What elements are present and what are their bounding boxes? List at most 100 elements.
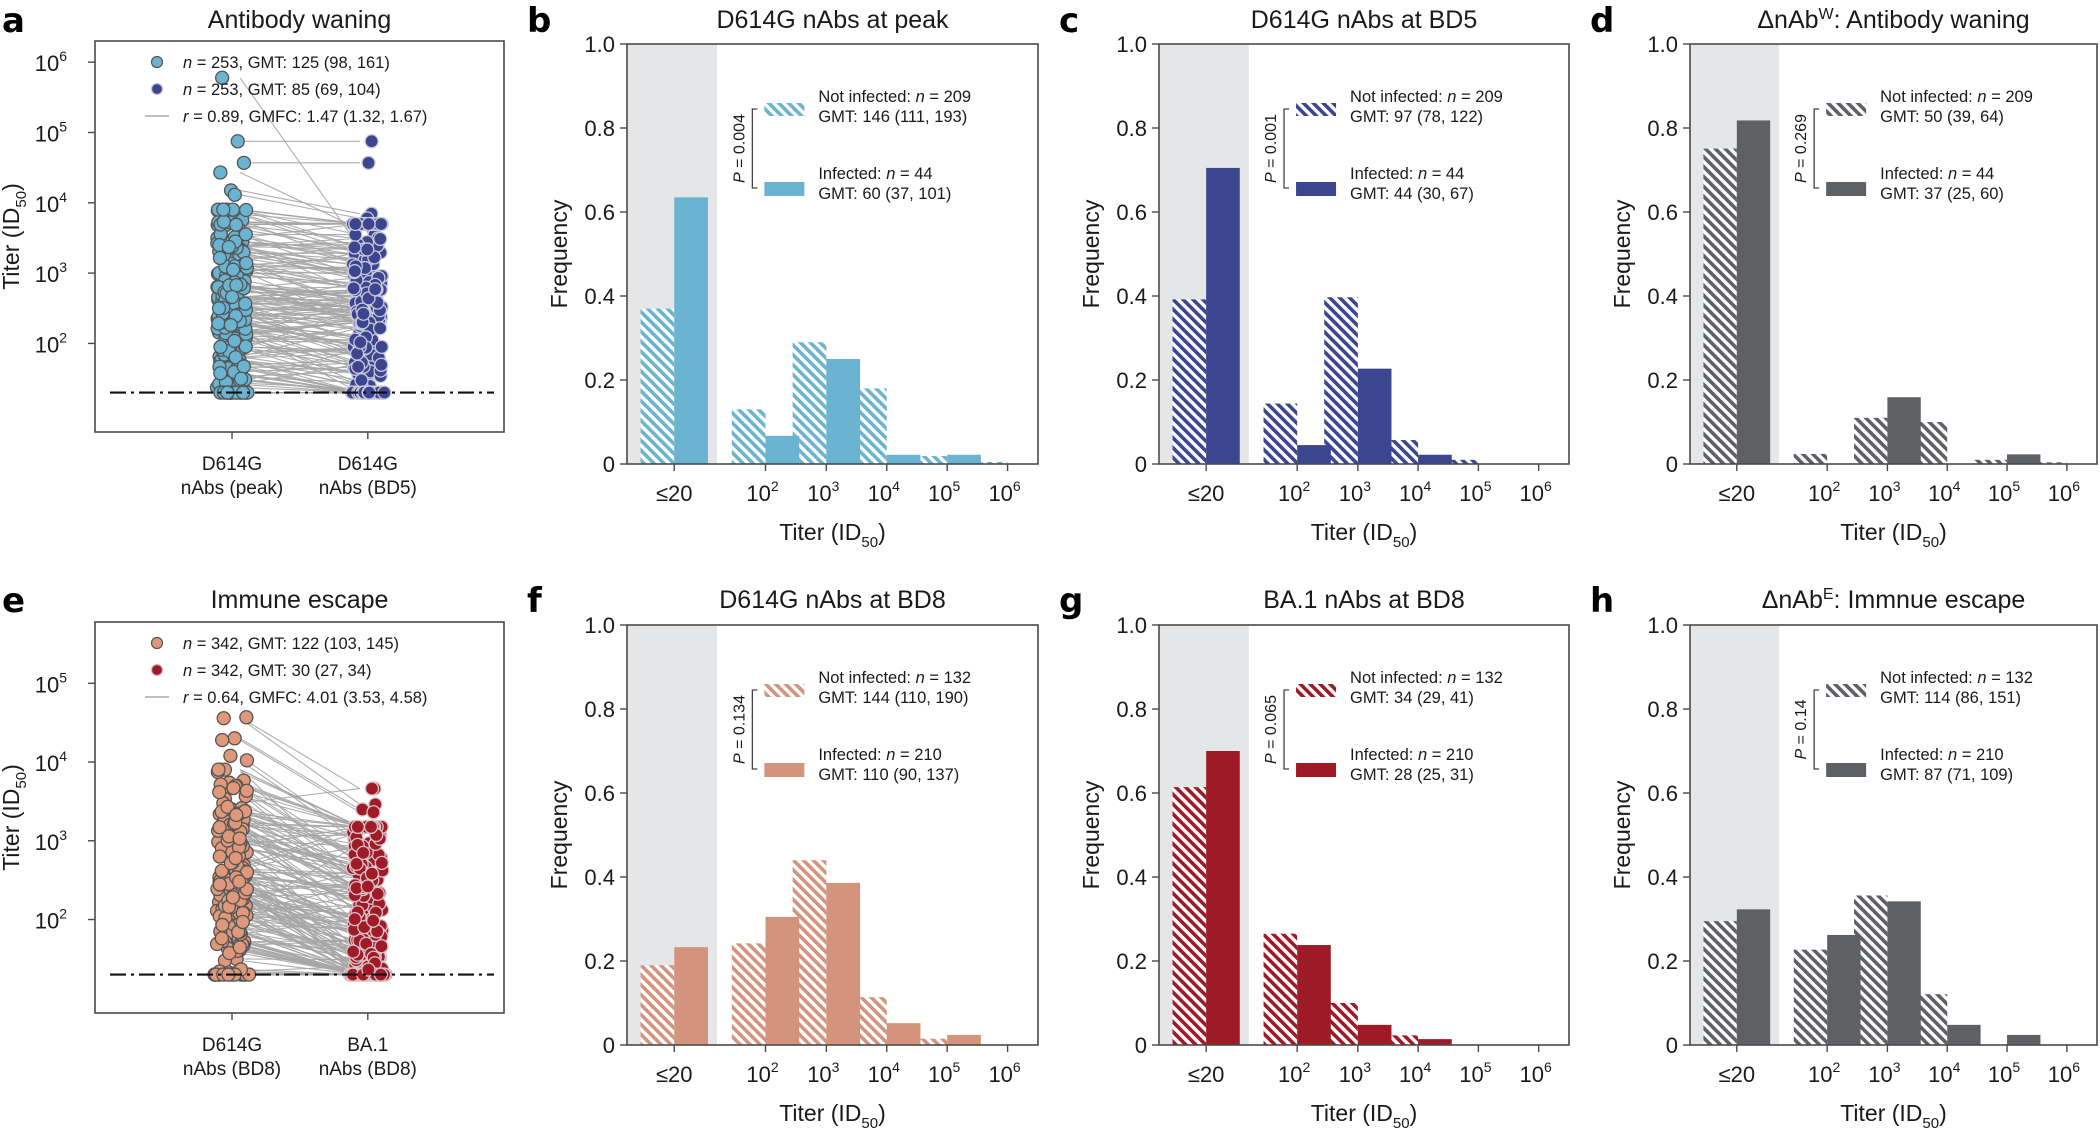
y-tick-label: 0.4 <box>1647 284 1678 309</box>
data-point <box>223 748 238 763</box>
points-1 <box>344 134 392 400</box>
pair-line <box>239 885 360 918</box>
y-tick-label: 0.4 <box>584 865 615 890</box>
legend-n-symbol: n <box>886 746 895 764</box>
y-tick-label: 102 <box>35 906 67 934</box>
title-superscript: E <box>1823 586 1834 603</box>
points-1 <box>342 781 393 982</box>
bar-infected <box>2007 454 2041 464</box>
pair-line <box>239 277 360 289</box>
plot-frame <box>94 621 505 1014</box>
tick-base: 10 <box>1988 481 2012 506</box>
legend-label: Not infected: n = 132 <box>818 669 971 687</box>
tick-exponent: 5 <box>953 478 961 494</box>
y-tick-label: 0.6 <box>1116 200 1147 225</box>
data-point <box>374 339 389 355</box>
pair-line <box>239 888 361 976</box>
y-tick-label: 0.8 <box>1116 697 1147 722</box>
tick-base: 10 <box>988 481 1012 506</box>
legend-gmt: GMT: 97 (78, 122) <box>1350 108 1483 126</box>
data-point <box>212 820 227 835</box>
tick-base: 10 <box>35 672 59 697</box>
y-axis-label-subscript: 50 <box>13 191 30 208</box>
bar-infected <box>765 916 800 1045</box>
tick-base: 10 <box>35 262 59 287</box>
x-tick-label: 106 <box>2048 478 2080 506</box>
tick-exponent: 5 <box>59 669 67 685</box>
paired-lines <box>239 716 361 976</box>
legend-n-value: = 132 <box>925 669 971 687</box>
x-tick-label: 106 <box>1520 478 1552 506</box>
pair-line <box>239 785 360 828</box>
pair-line <box>240 871 360 875</box>
bar-infected <box>886 454 921 464</box>
title-superscript: W <box>1819 6 1835 23</box>
x-tick-label: 103 <box>807 478 839 506</box>
tick-base: ≤20 <box>1188 481 1225 506</box>
legend-n-symbol: n <box>1948 165 1957 183</box>
x-axis-label-close: ) <box>878 519 886 545</box>
legend-swatch-not-infected <box>1296 103 1337 116</box>
legend-label: Infected: n = 44 <box>1350 165 1464 183</box>
y-tick-label: 0 <box>1135 452 1147 477</box>
legend-n-value: = 44 <box>1957 165 1994 183</box>
x-axis-label-subscript: 50 <box>1393 534 1410 551</box>
bar-infected <box>1206 751 1240 1045</box>
tick-base: 10 <box>1459 1062 1483 1087</box>
data-point <box>232 874 247 889</box>
data-point <box>212 784 227 800</box>
bar-infected <box>1357 368 1392 464</box>
bar-not-infected <box>1263 403 1298 464</box>
data-point <box>216 214 232 229</box>
data-point <box>230 134 245 149</box>
pair-line <box>239 347 360 358</box>
x-tick-label: 104 <box>868 478 900 506</box>
legend-label: Not infected: n = 209 <box>1880 88 2033 106</box>
bar-infected <box>826 359 861 464</box>
data-point <box>374 357 389 372</box>
legend-value: = 0.89, GMFC: 1.47 (1.32, 1.67) <box>189 108 428 126</box>
data-point <box>236 359 251 374</box>
x-axis-label-main: Titer (ID <box>779 519 861 545</box>
y-axis-label: Frequency <box>546 780 572 889</box>
tick-base: 10 <box>1339 1062 1363 1087</box>
tick-base: ≤20 <box>656 481 693 506</box>
bar-not-infected <box>913 456 948 464</box>
legend-label: Not infected: n = 209 <box>818 88 971 106</box>
pair-line <box>239 812 361 872</box>
legend-n-value: = 210 <box>1957 746 2003 764</box>
bar-not-infected <box>1703 148 1737 464</box>
x-tick-label: 105 <box>1459 478 1491 506</box>
x-tick-label: ≤20 <box>656 481 693 506</box>
data-point <box>223 317 238 333</box>
p-value-bracket <box>751 689 758 770</box>
panel-letter: g <box>1059 581 1083 621</box>
title-text: ΔnAb <box>1762 586 1823 614</box>
bar-infected <box>674 947 708 1045</box>
legend-n-value: = 44 <box>895 165 932 183</box>
tick-exponent: 3 <box>59 827 67 843</box>
legend-symbol: r <box>183 108 190 126</box>
tick-exponent: 4 <box>892 1059 900 1075</box>
legend-symbol: r <box>183 689 190 707</box>
y-tick-label: 104 <box>35 189 67 217</box>
legend-n-value: = 210 <box>895 746 941 764</box>
legend-n-value: = 132 <box>1456 669 1502 687</box>
pair-line <box>239 171 361 230</box>
legend-symbol: n <box>183 81 192 99</box>
pair-line <box>239 823 360 846</box>
y-tick-label: 104 <box>35 748 67 776</box>
bar-infected <box>886 1023 921 1045</box>
x-axis-label-subscript: 50 <box>1922 534 1939 551</box>
bar-not-infected <box>640 308 675 464</box>
plot-frame <box>626 43 1039 465</box>
x-tick-label: 106 <box>2048 1059 2080 1087</box>
pair-line <box>239 905 360 915</box>
tick-exponent: 3 <box>1893 478 1901 494</box>
panel-title: D614G nAbs at peak <box>716 6 949 34</box>
y-tick-label: 0.8 <box>584 116 615 141</box>
legend-group: Infected: <box>1880 165 1948 183</box>
pair-line <box>239 359 360 381</box>
panel-a: a Antibody waning102103104105106D614GnAbs… <box>0 1 505 499</box>
pair-line <box>239 327 360 368</box>
